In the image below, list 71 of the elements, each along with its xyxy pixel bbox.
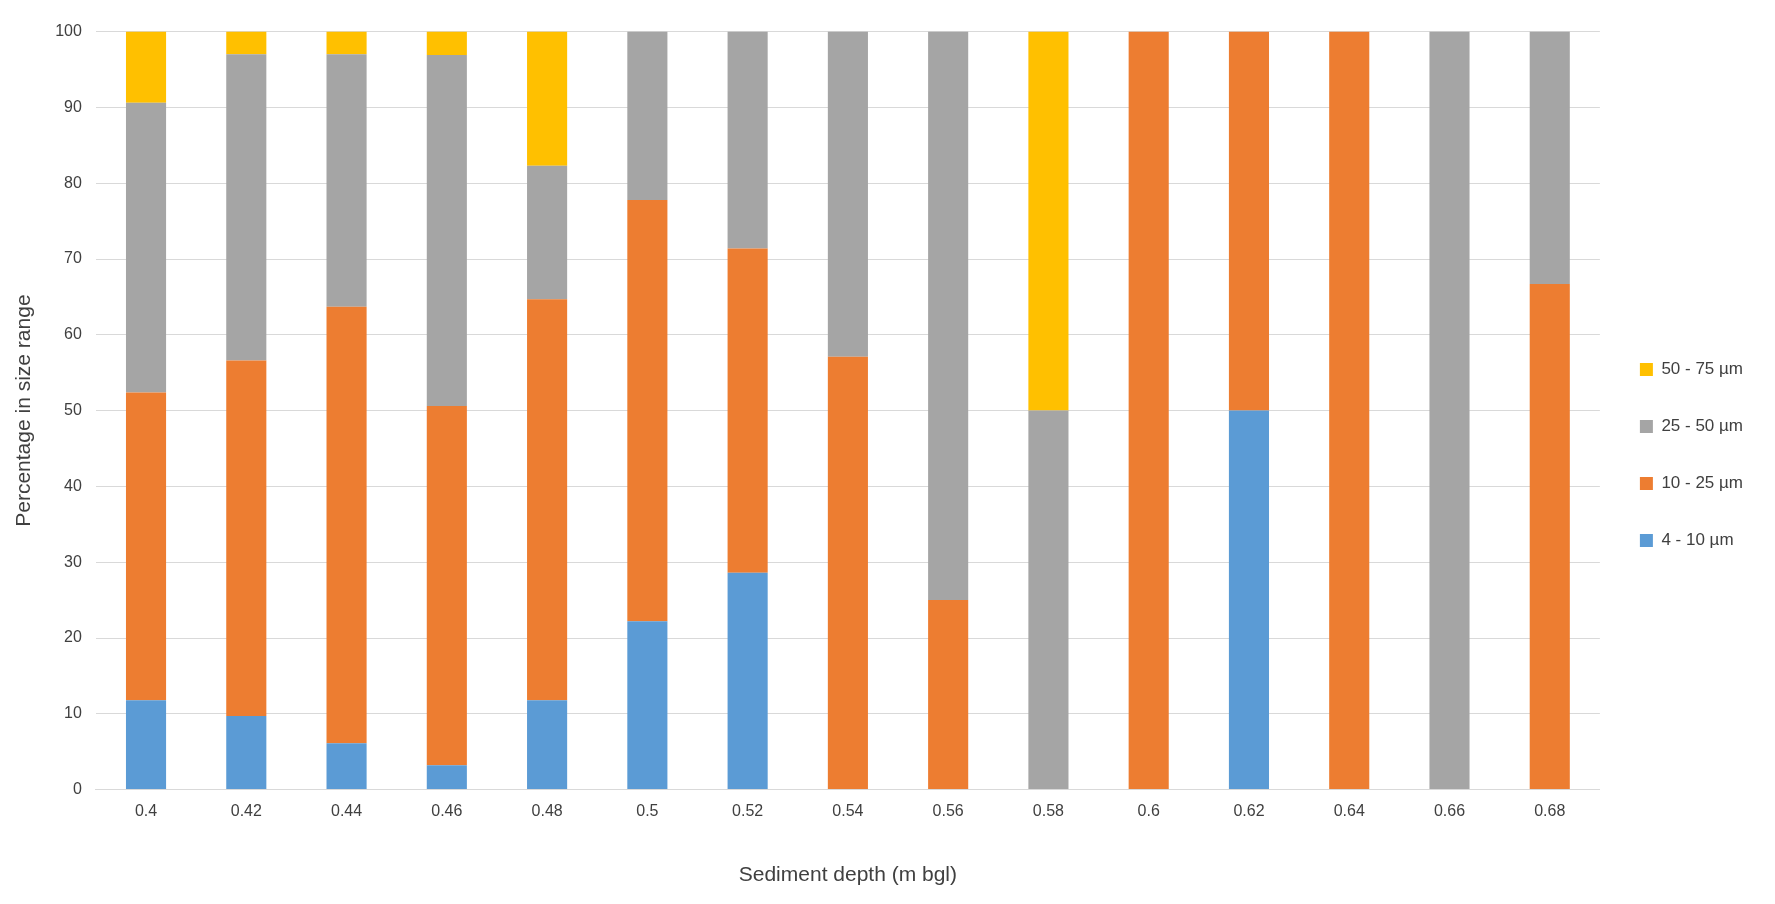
bar xyxy=(226,360,267,717)
y-tick-label: 30 xyxy=(64,552,82,570)
bar xyxy=(827,356,868,790)
bar xyxy=(527,165,568,300)
y-tick-label: 40 xyxy=(64,476,82,494)
bar xyxy=(226,716,267,790)
legend-label: 50 - 75 µm xyxy=(1661,359,1743,379)
x-tick-label: 0.48 xyxy=(531,801,563,819)
x-tick-label: 0.58 xyxy=(1032,801,1065,819)
bar xyxy=(527,31,568,166)
x-tick-label: 0.68 xyxy=(1534,801,1566,819)
bar xyxy=(1429,31,1470,790)
x-tick-label: 0.66 xyxy=(1433,801,1466,819)
bar xyxy=(426,765,467,790)
bar xyxy=(125,392,167,701)
x-tick-label: 0.6 xyxy=(1137,801,1160,819)
y-tick-label: 60 xyxy=(64,325,82,343)
bar xyxy=(1329,31,1370,790)
bar xyxy=(1028,31,1069,411)
x-tick-label: 0.4 xyxy=(134,801,158,819)
y-tick-label: 20 xyxy=(64,628,82,646)
bar xyxy=(827,31,868,357)
bar xyxy=(326,306,367,744)
legend-label: 10 - 25 µm xyxy=(1661,473,1743,493)
legend-label: 4 - 10 µm xyxy=(1661,530,1734,550)
bar xyxy=(627,199,668,622)
bar xyxy=(426,406,467,766)
bar xyxy=(226,54,267,361)
bar xyxy=(928,31,969,601)
x-tick-label: 0.5 xyxy=(636,801,659,819)
bar xyxy=(527,700,568,790)
y-tick-label: 80 xyxy=(64,173,82,191)
x-tick-label: 0.56 xyxy=(932,801,964,819)
x-tick-label: 0.42 xyxy=(230,801,262,819)
bar xyxy=(125,102,167,393)
bar xyxy=(326,54,367,307)
bar xyxy=(928,600,969,790)
bar xyxy=(125,700,167,790)
bar xyxy=(527,299,568,701)
legend-label: 25 - 50 µm xyxy=(1661,416,1743,436)
bar xyxy=(1529,284,1570,790)
y-axis-title: Percentage in size range xyxy=(11,294,35,527)
x-tick-label: 0.64 xyxy=(1333,801,1365,819)
y-tick-label: 50 xyxy=(64,401,82,419)
x-tick-label: 0.44 xyxy=(330,801,363,819)
bar xyxy=(727,572,768,790)
bar xyxy=(1128,31,1169,790)
y-tick-label: 100 xyxy=(55,22,82,40)
bar xyxy=(326,31,367,55)
bar xyxy=(326,743,367,790)
x-tick-label: 0.62 xyxy=(1233,801,1265,819)
x-axis-title: Sediment depth (m bgl) xyxy=(738,862,958,886)
bar xyxy=(1529,31,1570,285)
bar xyxy=(426,31,467,56)
bar xyxy=(426,55,467,407)
bar xyxy=(727,31,768,249)
x-tick-label: 0.46 xyxy=(431,801,463,819)
bar xyxy=(1228,31,1270,411)
bar xyxy=(1028,410,1069,790)
y-tick-label: 90 xyxy=(64,97,82,115)
y-tick-label: 0 xyxy=(72,780,82,798)
bar xyxy=(125,31,167,103)
y-tick-label: 70 xyxy=(64,249,82,267)
x-tick-label: 0.54 xyxy=(832,801,864,819)
y-tick-label: 10 xyxy=(64,704,82,722)
bar xyxy=(627,31,668,200)
bar xyxy=(627,621,668,790)
bar xyxy=(226,31,267,55)
bar xyxy=(727,248,768,573)
bar xyxy=(1228,410,1270,790)
x-tick-label: 0.52 xyxy=(732,801,764,819)
